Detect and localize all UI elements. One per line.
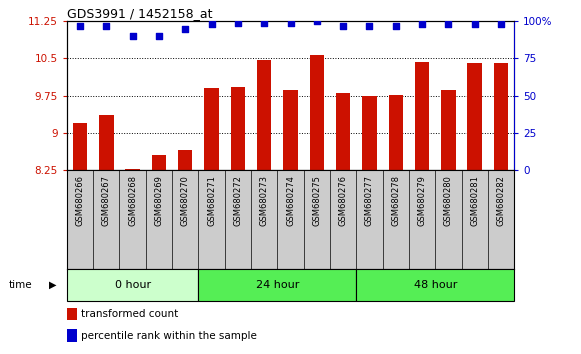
Bar xyxy=(468,63,482,170)
Point xyxy=(76,23,85,29)
Point xyxy=(470,21,479,27)
Text: transformed count: transformed count xyxy=(81,309,178,319)
Bar xyxy=(415,62,429,170)
Point xyxy=(365,23,374,29)
Text: GSM680280: GSM680280 xyxy=(444,175,453,226)
Text: GSM680271: GSM680271 xyxy=(207,175,216,226)
Bar xyxy=(231,87,245,170)
Bar xyxy=(152,155,166,170)
Text: percentile rank within the sample: percentile rank within the sample xyxy=(81,331,257,341)
Bar xyxy=(284,90,297,170)
Text: GSM680272: GSM680272 xyxy=(234,175,242,226)
Text: GDS3991 / 1452158_at: GDS3991 / 1452158_at xyxy=(67,7,212,20)
Text: GSM680266: GSM680266 xyxy=(76,175,84,226)
Bar xyxy=(310,55,324,170)
Point xyxy=(181,26,190,32)
Bar xyxy=(178,150,192,170)
Point xyxy=(233,20,242,25)
Text: GSM680278: GSM680278 xyxy=(391,175,400,226)
Bar xyxy=(494,63,508,170)
Point xyxy=(260,20,269,25)
Text: GSM680279: GSM680279 xyxy=(418,175,426,226)
Bar xyxy=(73,123,87,170)
Bar xyxy=(198,269,356,301)
Text: time: time xyxy=(9,280,33,290)
Point xyxy=(444,21,453,27)
Bar xyxy=(67,269,198,301)
Text: GSM680281: GSM680281 xyxy=(470,175,479,226)
Bar xyxy=(441,90,456,170)
Text: 48 hour: 48 hour xyxy=(414,280,457,290)
Bar xyxy=(389,95,403,170)
Bar xyxy=(205,88,219,170)
Text: GSM680277: GSM680277 xyxy=(365,175,374,226)
Point xyxy=(207,21,216,27)
Bar xyxy=(362,96,376,170)
Bar xyxy=(356,269,514,301)
Point xyxy=(496,21,505,27)
Text: 24 hour: 24 hour xyxy=(256,280,299,290)
Text: GSM680268: GSM680268 xyxy=(128,175,137,226)
Point xyxy=(155,33,164,39)
Point xyxy=(391,23,400,29)
Text: GSM680274: GSM680274 xyxy=(286,175,295,226)
Point xyxy=(128,33,137,39)
Point xyxy=(286,20,295,25)
Text: 0 hour: 0 hour xyxy=(114,280,150,290)
Text: GSM680273: GSM680273 xyxy=(260,175,268,226)
Bar xyxy=(336,93,350,170)
Text: GSM680269: GSM680269 xyxy=(155,175,163,226)
Point xyxy=(417,21,426,27)
Bar xyxy=(125,169,140,170)
Text: GSM680270: GSM680270 xyxy=(181,175,190,226)
Point xyxy=(102,23,111,29)
Bar xyxy=(99,115,113,170)
Point xyxy=(312,18,321,24)
Text: GSM680276: GSM680276 xyxy=(339,175,347,226)
Text: GSM680275: GSM680275 xyxy=(313,175,321,226)
Point xyxy=(339,23,348,29)
Text: ▶: ▶ xyxy=(49,280,57,290)
Text: GSM680282: GSM680282 xyxy=(497,175,505,226)
Text: GSM680267: GSM680267 xyxy=(102,175,111,226)
Bar xyxy=(257,60,271,170)
